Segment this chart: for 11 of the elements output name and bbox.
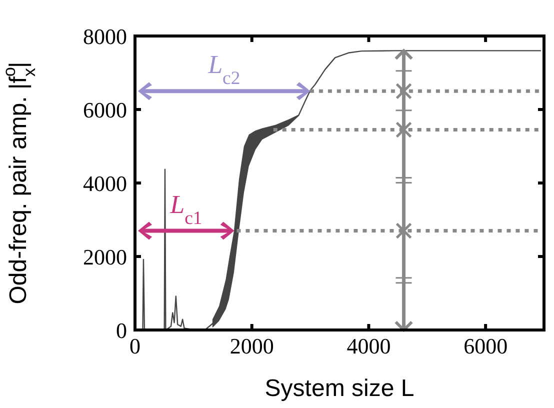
y-tick-label: 4000: [83, 170, 127, 196]
y-tick-label: 0: [116, 318, 127, 343]
y-tick-label: 6000: [83, 97, 127, 122]
x-axis-title: System size L: [264, 375, 414, 402]
y-tick-label: 8000: [83, 24, 127, 49]
y-tick-label: 2000: [83, 244, 127, 270]
x-tick-label: 4000: [346, 334, 391, 359]
annotation: L$_{c1}$: [169, 190, 202, 228]
x-tick-label: 2000: [230, 334, 274, 359]
annotation: L$_{c2}$: [207, 50, 240, 89]
x-tick-label: 6000: [464, 334, 508, 359]
